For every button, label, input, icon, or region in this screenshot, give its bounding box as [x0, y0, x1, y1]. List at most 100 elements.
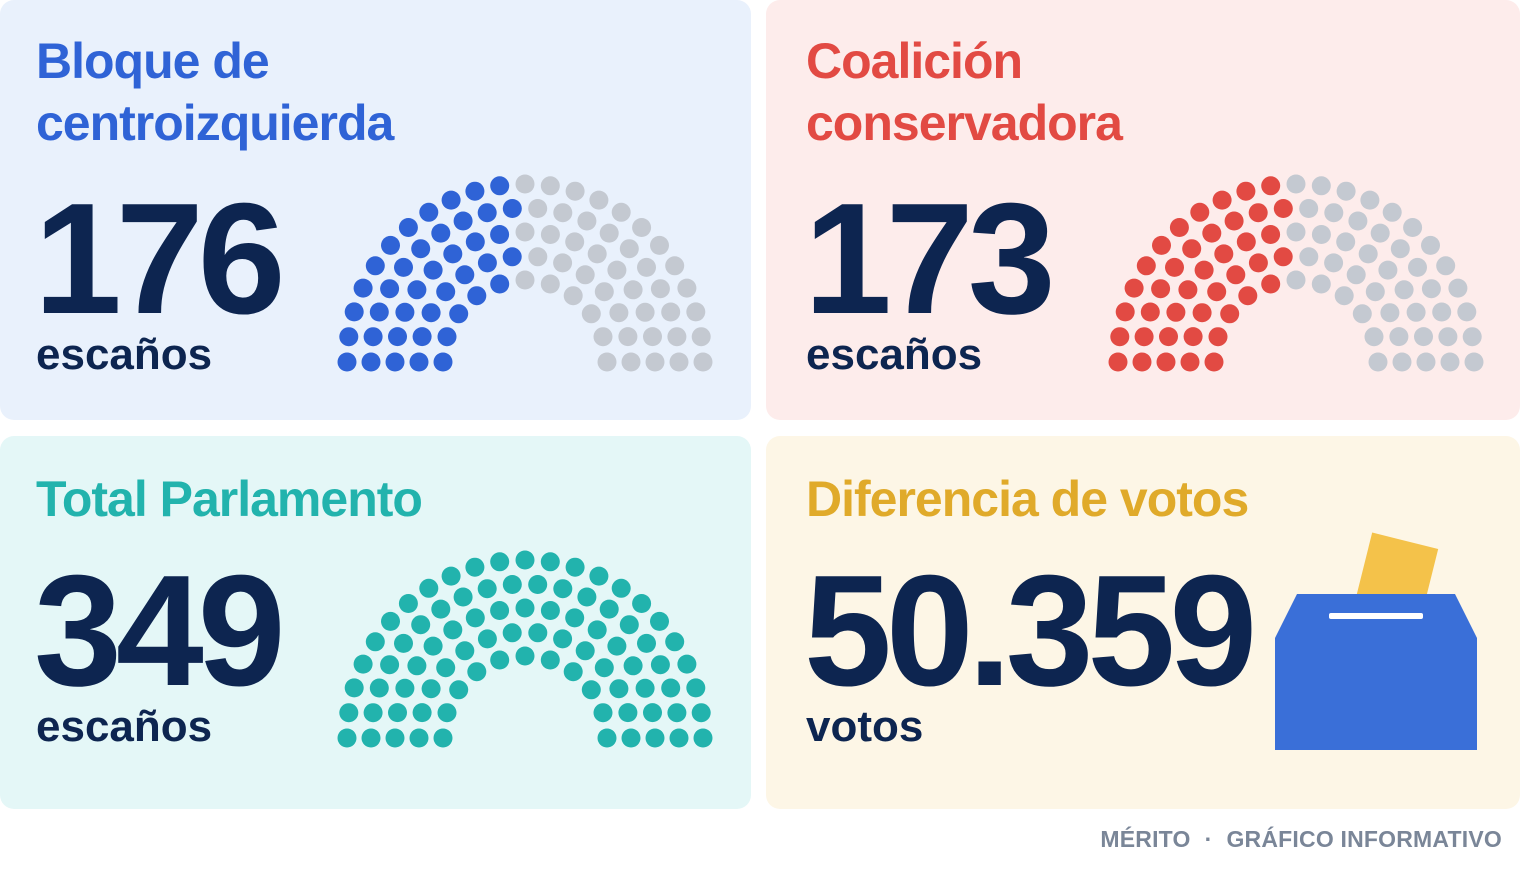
seat-dot-filled: [597, 728, 617, 748]
seat-dot-filled: [645, 728, 665, 748]
seat-dot-filled: [635, 678, 655, 698]
seat-dot-filled: [1194, 260, 1214, 280]
seat-dot-filled: [363, 327, 383, 347]
seat-dot-filled: [502, 199, 522, 218]
seat-dot-empty: [553, 253, 573, 273]
seat-dot-empty: [565, 181, 585, 201]
footer-credit: MÉRITO · GRÁFICO INFORMATIVO: [1100, 826, 1502, 853]
seat-dot-filled: [365, 632, 385, 652]
seat-dot-empty: [661, 302, 681, 322]
seat-dot-empty: [1414, 327, 1433, 347]
seat-dot-filled: [339, 327, 359, 347]
seat-dot-empty: [581, 304, 601, 324]
seat-dot-filled: [1236, 232, 1256, 252]
seat-dot-filled: [490, 601, 510, 620]
seat-dot-filled: [1124, 278, 1144, 298]
seat-dot-filled: [1180, 352, 1200, 372]
seat-dot-filled: [502, 575, 522, 594]
vote-unit-label: votos: [806, 702, 924, 751]
seat-dot-empty: [1311, 274, 1331, 294]
seat-dot-filled: [411, 615, 431, 635]
seat-dot-filled: [577, 587, 597, 607]
seat-dot-empty: [597, 352, 617, 372]
seat-dot-filled: [528, 623, 548, 643]
seat-dot-filled: [1182, 239, 1202, 259]
seat-dot-filled: [437, 327, 457, 347]
seat-dot-filled: [369, 302, 389, 322]
seat-dot-filled: [344, 302, 364, 322]
seat-dot-filled: [1159, 327, 1178, 347]
seat-dot-filled: [490, 176, 510, 196]
seat-dot-empty: [667, 327, 687, 347]
seat-dot-empty: [528, 199, 548, 218]
seat-dot-filled: [621, 728, 641, 748]
seat-dot-filled: [361, 728, 381, 748]
seat-dot-filled: [1248, 203, 1268, 223]
seat-dot-filled: [465, 181, 485, 201]
seat-dot-filled: [490, 225, 510, 244]
seat-dot-filled: [1261, 274, 1281, 294]
seat-dot-empty: [1324, 253, 1344, 273]
seat-dot-empty: [1336, 232, 1356, 252]
seat-dot-filled: [490, 650, 510, 670]
seat-dot-empty: [645, 352, 665, 372]
seat-dot-empty: [643, 327, 662, 347]
seat-dot-empty: [621, 352, 641, 372]
hemicycle-seat-chart: [337, 174, 713, 372]
card-title-line2: centroizquierda: [36, 95, 394, 151]
seat-dot-filled: [412, 703, 432, 723]
seat-dot-filled: [686, 678, 706, 698]
seat-dot-filled: [361, 352, 381, 372]
seat-count: 349: [34, 543, 286, 719]
seat-dot-filled: [581, 680, 601, 700]
seat-dot-filled: [677, 654, 697, 674]
seat-dot-empty: [1392, 352, 1412, 372]
seat-dot-filled: [353, 278, 373, 298]
seat-dot-filled: [407, 280, 427, 300]
seat-dot-empty: [589, 190, 609, 210]
seat-unit-label: escaños: [36, 330, 213, 379]
seat-dot-empty: [618, 327, 638, 347]
seat-dot-empty: [1390, 239, 1410, 259]
seat-dot-empty: [650, 235, 669, 255]
seat-dot-filled: [661, 678, 681, 698]
seat-dot-filled: [381, 235, 400, 255]
seat-dot-empty: [1462, 327, 1482, 347]
seat-dot-filled: [398, 218, 418, 237]
seat-dot-filled: [1140, 302, 1160, 322]
seat-dot-filled: [565, 608, 585, 628]
seat-dot-filled: [553, 629, 573, 649]
seat-dot-empty: [691, 327, 711, 347]
footer-separator: ·: [1204, 826, 1213, 852]
seat-dot-filled: [369, 678, 389, 698]
seat-dot-empty: [1408, 257, 1427, 277]
seat-dot-filled: [594, 658, 614, 678]
seat-dot-filled: [1190, 202, 1210, 222]
seat-dot-filled: [1208, 327, 1228, 347]
seat-dot-filled: [565, 557, 585, 577]
seat-dot-empty: [1336, 181, 1356, 201]
seat-dot-filled: [436, 658, 456, 678]
seat-dot-empty: [1403, 218, 1423, 237]
seat-dot-empty: [1348, 211, 1368, 231]
seat-dot-empty: [1324, 203, 1344, 223]
card-conservative-coalition: Coalición conservadora 173 escaños: [766, 0, 1520, 420]
seat-dot-filled: [453, 211, 473, 231]
seat-dot-filled: [528, 575, 548, 594]
seat-dot-empty: [635, 302, 655, 322]
seat-dot-filled: [490, 552, 510, 572]
seat-dot-filled: [1134, 327, 1154, 347]
seat-dot-filled: [650, 655, 670, 675]
seat-dot-filled: [465, 608, 485, 628]
seat-dot-filled: [388, 703, 407, 723]
seat-dot-filled: [502, 623, 522, 643]
seat-dot-empty: [1380, 303, 1400, 323]
seat-dot-empty: [693, 352, 713, 372]
seat-dot-filled: [477, 629, 497, 649]
seat-dot-filled: [1224, 211, 1244, 231]
seat-dot-filled: [365, 256, 385, 276]
seat-dot-filled: [515, 646, 535, 666]
seat-dot-filled: [1238, 286, 1258, 306]
seat-dot-filled: [1220, 304, 1240, 324]
seat-dot-filled: [593, 703, 613, 723]
